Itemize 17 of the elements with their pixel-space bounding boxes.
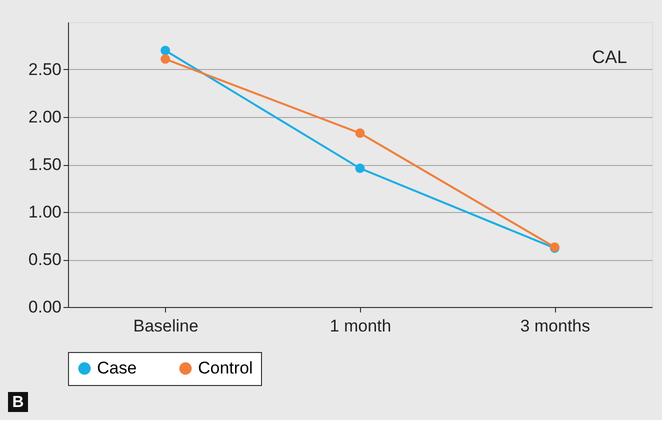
point <box>160 54 170 64</box>
point <box>355 128 365 138</box>
y-tick-label: 0.50 <box>28 250 62 269</box>
legend-label: Case <box>97 358 137 378</box>
annotation: CAL <box>592 47 627 67</box>
x-tick-label: 1 month <box>330 316 392 336</box>
x-tick-label: 3 months <box>520 316 590 336</box>
y-tick-label: 1.00 <box>28 202 62 222</box>
y-tick-label: 2.50 <box>28 60 62 79</box>
legend-label: Control <box>198 358 253 378</box>
y-tick-label: 0.00 <box>28 298 62 316</box>
x-tick-label: Baseline <box>133 316 198 336</box>
y-tick-label: 2.00 <box>28 108 62 126</box>
point <box>355 164 365 174</box>
text: B <box>12 394 24 411</box>
point <box>160 46 170 56</box>
y-tick-label: 1.50 <box>28 155 62 174</box>
